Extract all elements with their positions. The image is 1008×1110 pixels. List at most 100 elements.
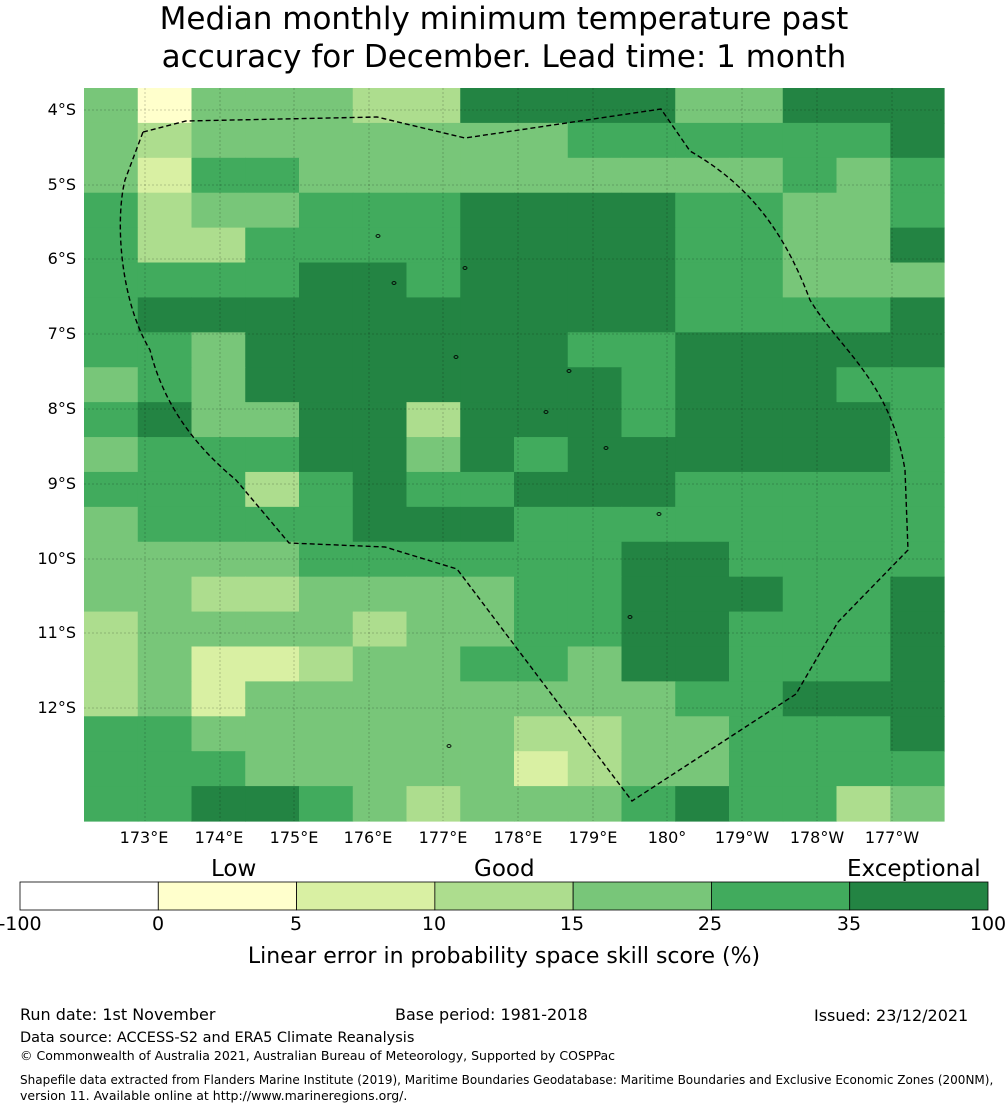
grid-cell — [836, 88, 891, 124]
grid-cell — [782, 262, 838, 299]
grid-cell — [514, 297, 569, 333]
grid-cell — [299, 646, 354, 682]
grid-cell — [782, 646, 838, 682]
grid-cell — [621, 716, 676, 752]
grid-cell — [191, 681, 246, 717]
base-period: Base period: 1981-2018 — [395, 1005, 588, 1024]
grid-cell — [137, 402, 193, 438]
grid-cell — [621, 576, 676, 613]
grid-cell — [675, 227, 730, 264]
grid-cell — [406, 646, 461, 682]
grid-cell — [299, 576, 354, 613]
grid-cell — [84, 786, 139, 822]
grid-cell — [84, 227, 139, 264]
grid-cell — [84, 367, 139, 403]
grid-cell — [567, 716, 623, 752]
grid-cell — [836, 262, 891, 299]
island-outline — [566, 369, 572, 373]
grid-cell — [299, 611, 354, 648]
grid-cell — [514, 367, 569, 403]
grid-cell — [514, 262, 569, 299]
grid-cell — [137, 122, 193, 159]
lon-label: 173°E — [119, 828, 169, 847]
grid-cell — [729, 437, 784, 473]
grid-cell — [567, 506, 623, 543]
grid-cell — [890, 88, 945, 124]
grid-cell — [299, 716, 354, 752]
grid-cell — [729, 786, 784, 822]
grid-cell — [836, 471, 891, 508]
grid-cell — [245, 122, 300, 159]
grid-cell — [352, 367, 408, 403]
grid-cell — [729, 506, 784, 543]
grid-cell — [890, 297, 945, 333]
grid-cell — [460, 332, 515, 368]
grid-cell — [675, 437, 730, 473]
grid-cell — [729, 646, 784, 682]
grid-cell — [137, 646, 193, 682]
grid-cell — [890, 716, 945, 752]
grid-cell — [137, 88, 193, 124]
issued-date: Issued: 23/12/2021 — [814, 1006, 969, 1025]
grid-cell — [729, 611, 784, 648]
grid-cell — [514, 576, 569, 613]
grid-cell — [299, 297, 354, 333]
tick-label: 100 — [969, 913, 1007, 935]
grid-cell — [137, 332, 193, 368]
grid-cell — [890, 332, 945, 368]
grid-cell — [299, 367, 354, 403]
tick-label: 35 — [836, 913, 862, 935]
grid-cell — [352, 192, 408, 229]
grid-cell — [782, 471, 838, 508]
grid-cell — [245, 611, 300, 648]
grid-cell — [567, 786, 623, 822]
grid-cell — [567, 227, 623, 264]
grid-cell — [782, 506, 838, 543]
grid-cell — [299, 437, 354, 473]
grid-cell — [245, 716, 300, 752]
grid-cell — [621, 88, 676, 124]
grid-cell — [729, 332, 784, 368]
grid-cell — [675, 122, 730, 159]
grid-cell — [84, 541, 139, 578]
grid-cell — [729, 681, 784, 717]
grid-cell — [675, 332, 730, 368]
grid-cell — [84, 157, 139, 194]
grid-cell — [137, 506, 193, 543]
grid-cell — [514, 402, 569, 438]
grid-cell — [245, 541, 300, 578]
grid-cell — [352, 506, 408, 543]
grid-cell — [137, 716, 193, 752]
grid-cell — [729, 88, 784, 124]
grid-cell — [245, 332, 300, 368]
grid-cell — [299, 402, 354, 438]
grid-cell — [245, 297, 300, 333]
grid-cell — [84, 611, 139, 648]
grid-cell — [406, 262, 461, 299]
grid-cell — [890, 122, 945, 159]
lat-label: 4°S — [47, 100, 76, 119]
grid-cell — [460, 506, 515, 543]
grid-cell — [352, 751, 408, 787]
grid-cell — [890, 227, 945, 264]
grid-cell — [137, 437, 193, 473]
grid-cell — [675, 367, 730, 403]
grid-cell — [890, 367, 945, 403]
grid-cell — [621, 332, 676, 368]
grid-cell — [352, 646, 408, 682]
island-outline — [391, 281, 397, 285]
grid-cell — [137, 471, 193, 508]
grid-cell — [245, 367, 300, 403]
grid-cell — [352, 332, 408, 368]
grid-cell — [84, 122, 139, 159]
grid-cell — [567, 192, 623, 229]
grid-cell — [299, 192, 354, 229]
grid-cell — [567, 611, 623, 648]
grid-cell — [782, 122, 838, 159]
island-outline — [375, 234, 381, 238]
grid-cell — [137, 751, 193, 787]
grid-cell — [514, 471, 569, 508]
grid-cell — [890, 402, 945, 438]
grid-cell — [137, 576, 193, 613]
grid-cell — [460, 262, 515, 299]
